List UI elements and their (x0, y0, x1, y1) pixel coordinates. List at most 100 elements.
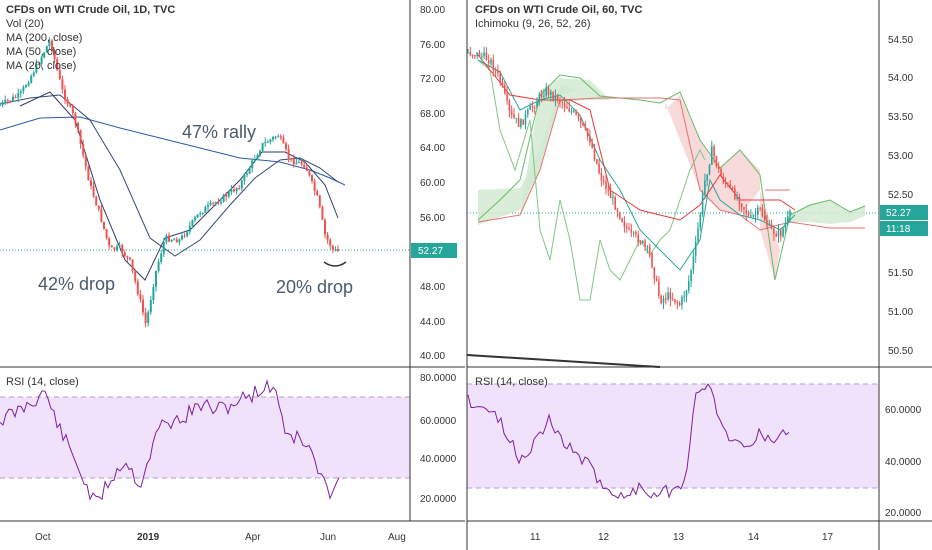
candle (285, 143, 287, 150)
candle (761, 207, 764, 217)
candle (186, 231, 189, 237)
candle (527, 109, 529, 115)
right-chart-title: CFDs on WTI Crude Oil, 60, TVC (475, 4, 643, 16)
candle (770, 224, 773, 229)
candle (45, 46, 48, 53)
candle (170, 239, 173, 242)
candle (108, 238, 111, 246)
right-price-label: 52.27 11:18 (880, 205, 928, 236)
candle (64, 89, 66, 100)
candle (734, 188, 736, 199)
candle (646, 246, 649, 248)
annotation-drop-20: 20% drop (276, 277, 353, 297)
candle (561, 101, 564, 103)
last-price-left: 52.27 (418, 246, 443, 257)
candle (715, 156, 718, 167)
candle (235, 188, 238, 192)
x-tick: Oct (35, 532, 51, 543)
candle (469, 51, 472, 56)
candle (69, 104, 72, 107)
candle (191, 220, 194, 226)
candle (175, 239, 178, 243)
annotation-drop-42: 42% drop (38, 274, 115, 294)
candle (157, 262, 160, 271)
kijun-line (477, 54, 796, 221)
rsi-tick: 40.0000 (885, 457, 922, 468)
candle (79, 130, 82, 144)
countdown-right: 11:18 (886, 224, 911, 235)
candle (334, 249, 337, 251)
ma-200-line (0, 116, 346, 186)
candle (490, 59, 492, 64)
candle (750, 215, 752, 217)
candle (233, 189, 235, 192)
candle (225, 194, 228, 197)
candle (199, 213, 202, 215)
candle (570, 111, 573, 113)
candle (766, 220, 768, 226)
candle (282, 137, 285, 144)
y-tick: 52.50 (888, 190, 913, 201)
cloud-green-2 (520, 78, 610, 215)
candle (621, 218, 623, 222)
candle (499, 72, 501, 82)
candle (545, 87, 547, 96)
x-tick: Jun (320, 532, 336, 543)
candle (717, 166, 720, 170)
candle (487, 60, 490, 64)
candle (786, 216, 789, 224)
x-tick: 14 (748, 532, 760, 543)
candle (58, 69, 61, 80)
candle (517, 118, 520, 127)
left-legend: CFDs on WTI Crude Oil, 1D, TVC Vol (20) … (6, 3, 175, 73)
candle (556, 95, 559, 101)
candle (757, 207, 759, 215)
candle (747, 214, 750, 216)
candle (538, 94, 541, 103)
rsi-tick: 40.0000 (420, 454, 457, 465)
candle (644, 240, 646, 247)
candle (295, 162, 298, 165)
candle (554, 95, 557, 100)
candle (694, 241, 697, 257)
candle (619, 212, 621, 219)
candle (269, 139, 272, 143)
candle (160, 253, 163, 263)
candle (337, 249, 339, 252)
candle (773, 228, 775, 235)
candle (653, 267, 656, 279)
candle (48, 40, 51, 47)
candle (56, 59, 59, 70)
candle (637, 234, 639, 243)
left-chart-title: CFDs on WTI Crude Oil, 1D, TVC (6, 4, 176, 16)
candle (630, 229, 633, 233)
candle (671, 299, 674, 301)
x-tick: 13 (673, 532, 685, 543)
candle (547, 87, 550, 96)
candle (543, 95, 545, 97)
candle (609, 190, 612, 199)
candle (481, 55, 483, 57)
candle (318, 195, 321, 207)
legend-ma50: MA (50, close) (6, 46, 77, 58)
candle (729, 184, 731, 189)
candle (22, 87, 25, 92)
candle (504, 85, 506, 94)
candle (752, 215, 754, 217)
candle (324, 219, 326, 235)
candle (209, 202, 212, 205)
candle (768, 224, 771, 226)
candle (740, 203, 743, 208)
candle (40, 57, 43, 65)
candle (82, 143, 85, 156)
candle (123, 252, 126, 257)
x-tick: Apr (245, 532, 261, 543)
candle (277, 136, 280, 138)
trend-line (466, 354, 661, 368)
candle (14, 96, 17, 98)
candle (651, 253, 653, 268)
candle (264, 142, 267, 144)
candle (30, 75, 33, 83)
candle (118, 245, 121, 247)
candle (149, 300, 152, 313)
